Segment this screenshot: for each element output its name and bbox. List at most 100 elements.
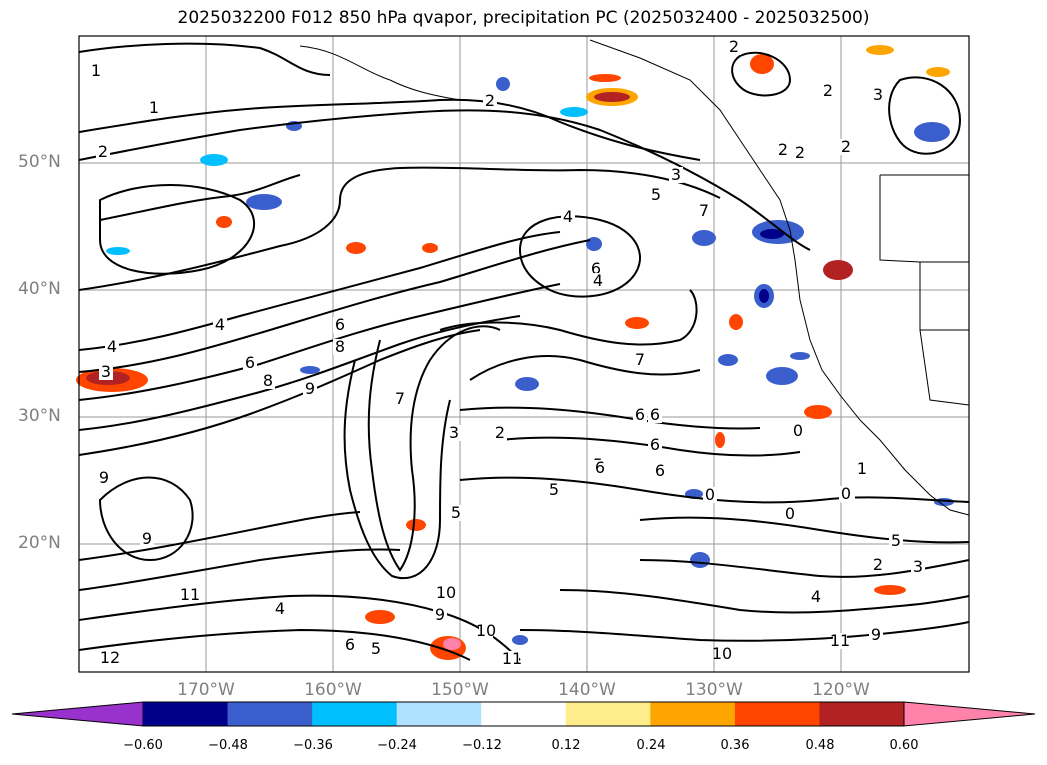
contour-label: 2 [495, 423, 505, 442]
contour-label-background [793, 145, 807, 161]
contour-label-background [727, 39, 741, 55]
precip-area-positive [874, 585, 906, 595]
contour-line [639, 516, 970, 544]
contour-label-background [633, 407, 647, 423]
contour-label: 7 [699, 201, 709, 220]
contour-label-background [715, 646, 729, 662]
contour-line [459, 476, 970, 504]
contour-label-background [140, 531, 154, 547]
contour-label: 3 [913, 557, 923, 576]
precip-core-positive [823, 260, 853, 280]
contour-label-background [648, 407, 662, 423]
precip-area-negative [586, 237, 602, 251]
contour-label: 2 [873, 555, 883, 574]
contour-label: 6 [655, 461, 665, 480]
contour-line [888, 76, 962, 155]
contour-label-background [261, 373, 275, 389]
contour-line [78, 548, 401, 591]
precip-core-negative [759, 289, 769, 303]
lon-label-150w: 150°W [431, 680, 489, 700]
precip-area-positive [926, 67, 950, 77]
contour-label: 9 [142, 529, 152, 548]
contour-label-background [809, 589, 823, 605]
precip-area-positive [625, 317, 649, 329]
contour-label-background [633, 352, 647, 368]
contour-label-background [147, 100, 161, 116]
precip-area-negative [300, 366, 320, 374]
contour-label: 11 [830, 631, 850, 650]
contour-label: 11 [502, 649, 522, 668]
contour-label-background [433, 607, 447, 623]
contour-label-background [99, 364, 113, 380]
contour-label-background [776, 142, 790, 158]
contour-label: 9 [435, 605, 445, 624]
contour-label-background [505, 651, 519, 667]
precip-core-negative [760, 229, 784, 239]
contour-label: 5 [549, 480, 559, 499]
contour-label-background [183, 587, 197, 603]
colorbar-segment [143, 702, 229, 726]
contour-label-background [783, 506, 797, 522]
contour-label: 2 [729, 37, 739, 56]
contour-line [99, 174, 301, 221]
north-america-coast [589, 39, 970, 516]
colorbar-segment [650, 702, 736, 726]
contour-label: 3 [449, 423, 459, 442]
contour-label: 6 [595, 458, 605, 477]
contour-label: 10 [436, 583, 456, 602]
contour-label-background [697, 203, 711, 219]
precip-area-positive [346, 242, 366, 254]
contour-label-background [439, 585, 453, 601]
colorbar-segment [312, 702, 398, 726]
precip-area-positive [406, 519, 426, 531]
contour-line [78, 42, 331, 76]
contour-label-background [547, 482, 561, 498]
lon-label-160w: 160°W [304, 680, 362, 700]
colorbar-extend-low [11, 701, 144, 727]
contour-label: 4 [593, 271, 603, 290]
precip-area-positive [866, 45, 894, 55]
lon-label-130w: 130°W [685, 680, 743, 700]
contour-label: 12 [100, 648, 120, 667]
precip-area-negative [560, 107, 588, 117]
contour-line [99, 184, 256, 275]
precip-core-positive [594, 92, 630, 102]
contour-label: 6 [650, 435, 660, 454]
contour-label: 4 [563, 207, 573, 226]
contour-label: 9 [305, 379, 315, 398]
precip-area-positive [422, 243, 438, 253]
contour-label-background [648, 437, 662, 453]
contour-label-background [493, 425, 507, 441]
contour-label: 5 [651, 185, 661, 204]
contour-label-background [243, 355, 257, 371]
contour-label-background [669, 167, 683, 183]
contour-line [559, 589, 970, 614]
precip-area-positive [715, 432, 725, 448]
colorbar-segment [396, 702, 482, 726]
colorbar-segment [734, 702, 820, 726]
contour-label: 9 [99, 468, 109, 487]
precip-area-positive [216, 216, 232, 228]
precip-area-negative [914, 122, 950, 142]
colorbar-tick-label: −0.24 [377, 738, 417, 753]
contour-label: 0 [793, 421, 803, 440]
colorbar-segment [819, 702, 905, 726]
colorbar-tick-label: −0.60 [123, 738, 163, 753]
contour-label: 6 [635, 405, 645, 424]
contour-label-background [393, 391, 407, 407]
precip-area-negative [106, 247, 130, 255]
precip-area-negative [246, 194, 282, 210]
contour-label-background [213, 317, 227, 333]
contour-line [518, 215, 641, 298]
colorbar-segment [481, 702, 567, 726]
precip-area-negative [718, 354, 738, 366]
contour-label-background [703, 487, 717, 503]
contour-label-background [483, 93, 497, 109]
contour-label: 2 [778, 140, 788, 159]
contour-label-background [97, 470, 111, 486]
precip-area-negative [690, 552, 710, 568]
contour-label-background [889, 533, 903, 549]
contour-label-background [447, 425, 461, 441]
map-frame [78, 35, 970, 673]
